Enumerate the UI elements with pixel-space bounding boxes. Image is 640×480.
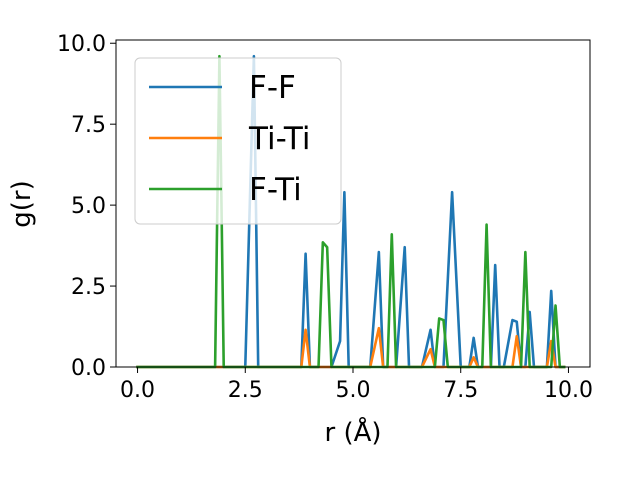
y-tick-label: 5.0 (71, 194, 106, 219)
x-tick-label: 2.5 (228, 378, 263, 403)
y-tick-label: 2.5 (71, 275, 106, 300)
legend-box (134, 57, 342, 225)
x-tick-label: 0.0 (120, 378, 155, 403)
x-tick-label: 10.0 (544, 378, 593, 403)
x-tick-label: 7.5 (443, 378, 478, 403)
y-axis-label: g(r) (7, 180, 37, 227)
y-tick-label: 0.0 (71, 356, 106, 381)
legend: F-F Ti-Ti F-Ti (134, 57, 342, 225)
y-tick-label: 10.0 (57, 32, 106, 57)
x-tick-label: 5.0 (336, 378, 371, 403)
x-axis-label: r (Å) (324, 416, 381, 448)
axes-layer: 0.0 2.5 5.0 7.5 10.0 0.0 2.5 5.0 7.5 10.0 (57, 32, 593, 403)
legend-label-f-ti: F-Ti (249, 172, 302, 208)
legend-label-ti-ti: Ti-Ti (248, 121, 311, 157)
y-tick-label: 7.5 (71, 113, 106, 138)
legend-label-f-f: F-F (249, 70, 296, 106)
